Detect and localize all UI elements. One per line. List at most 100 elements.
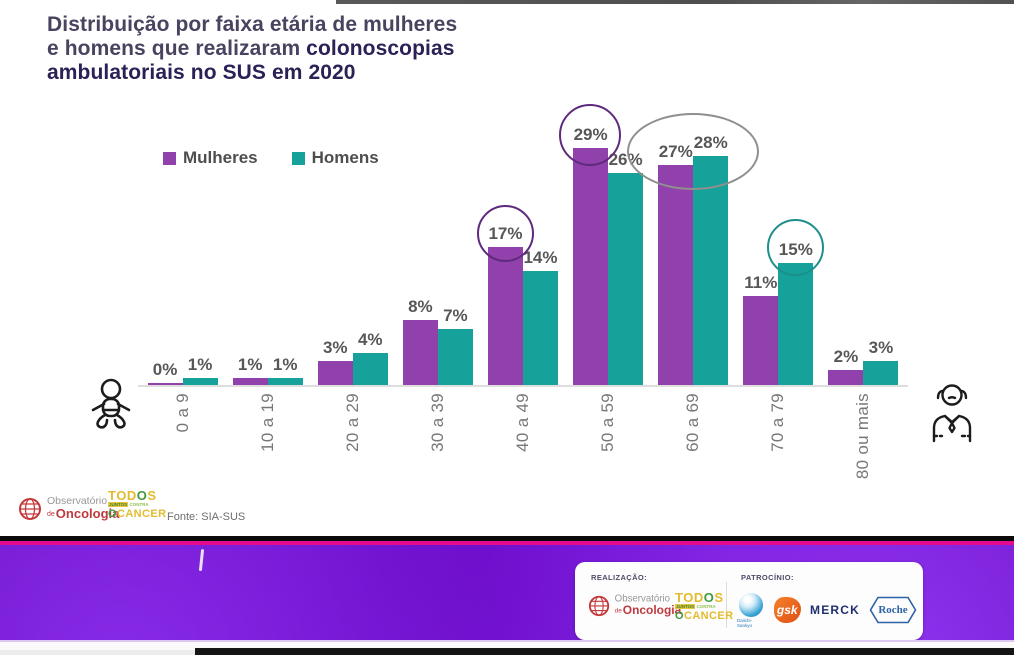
merck-logo: MERCK — [810, 603, 860, 617]
bar-mulheres-80-ou-mais — [828, 369, 864, 386]
bar-column: 1% — [182, 354, 218, 386]
x-axis-label-80-ou-mais: 80 ou mais — [853, 393, 873, 480]
bar-mulheres-20-a-29 — [317, 361, 353, 386]
bar-value-label: 2% — [833, 346, 859, 366]
sponsor-logos: Daiichi-Sankyo gsk MERCK Roche — [737, 590, 917, 630]
observatorio-globe-icon — [588, 595, 610, 616]
bottom-gray-strip — [0, 650, 195, 655]
legend-label: Homens — [311, 148, 379, 167]
bar-mulheres-60-a-69 — [658, 164, 694, 386]
frame-magenta-line — [0, 541, 1014, 545]
bar-column: 1% — [232, 355, 268, 386]
bar-value-label: 8% — [408, 297, 433, 317]
daiichi-sankyo-sphere-icon — [738, 592, 763, 617]
x-axis-label-20-a-29: 20 a 29 — [342, 393, 362, 452]
chart-title: Distribuição por faixa etária de mulhere… — [47, 13, 567, 85]
bar-value-label: 3% — [322, 338, 348, 358]
bar-column: 1% — [267, 354, 303, 386]
observatorio-globe-icon — [19, 497, 41, 520]
roche-logo: Roche — [869, 596, 917, 624]
patrocinio-label: PATROCÍNIO: — [741, 573, 794, 582]
bar-column: 29% — [573, 125, 609, 386]
card-divider — [726, 582, 727, 628]
x-axis-label-70-a-79: 70 a 79 — [768, 393, 788, 452]
bar-group-0-a-9: 0% 1% — [140, 115, 225, 386]
x-axis-cell: 30 a 39 — [395, 393, 480, 523]
title-line3-bold: ambulatoriais no SUS em 2020 — [47, 61, 356, 84]
bar-homens-70-a-79 — [778, 263, 814, 386]
bar-homens-20-a-29 — [352, 353, 388, 386]
bar-group-40-a-49: 17% 14% — [480, 115, 565, 386]
x-axis-cell: 50 a 59 — [566, 393, 651, 523]
x-axis-label-30-a-39: 30 a 39 — [427, 393, 447, 452]
legend-item-mulheres: Mulheres — [163, 148, 258, 168]
elderly-man-icon — [920, 381, 984, 447]
source-text: Fonte: SIA-SUS — [167, 511, 246, 523]
baby-icon — [82, 377, 140, 443]
bar-group-50-a-59: 29% 26% — [566, 115, 651, 386]
title-line1: Distribuição por faixa etária de mulhere… — [47, 13, 458, 36]
bar-column: 26% — [608, 150, 644, 386]
bar-chart-plot: 0% 1% 1% 1% 3% 4% 8% 7% 17% 14% 29% 26% 27% 28% 11% 15%… — [140, 115, 906, 386]
legend-item-homens: Homens — [291, 148, 379, 168]
chart-legend: Mulheres Homens — [163, 148, 379, 168]
x-axis-cell: 20 a 29 — [310, 393, 395, 523]
bar-group-60-a-69: 27% 28% — [651, 115, 736, 386]
bar-group-20-a-29: 3% 4% — [310, 115, 395, 386]
x-axis-label-60-a-69: 60 a 69 — [683, 393, 703, 452]
bar-column: 2% — [828, 346, 864, 386]
annotation-circle-15pct — [767, 219, 824, 276]
x-axis-label-50-a-59: 50 a 59 — [598, 393, 618, 452]
bar-value-label: 1% — [187, 354, 213, 374]
observatorio-wordmark: Observatório deOncologia — [614, 593, 682, 617]
x-axis-label-10-a-19: 10 a 19 — [257, 393, 277, 452]
bar-mulheres-0-a-9 — [147, 383, 183, 386]
annotation-circle-29pct — [559, 104, 621, 166]
x-axis-labels: 0 a 9 10 a 19 20 a 29 30 a 39 40 a 49 50 a 59… — [140, 393, 906, 523]
mulheres-swatch-icon — [163, 151, 176, 165]
bar-value-label: 7% — [443, 305, 468, 325]
realizacao-label: REALIZAÇÃO: — [591, 573, 648, 582]
bar-column: 8% — [402, 297, 438, 386]
roche-hexagon-icon — [869, 596, 917, 624]
todos-juntos-contra-o-cancer-logo: TODOS JUNTOS CONTRA OCANCER — [108, 488, 167, 520]
bar-mulheres-70-a-79 — [743, 295, 779, 386]
bar-column: 0% — [147, 360, 183, 386]
bar-homens-40-a-49 — [522, 271, 558, 386]
x-axis-label-0-a-9: 0 a 9 — [172, 393, 192, 433]
x-axis-cell: 40 a 49 — [480, 393, 565, 523]
bar-column: 3% — [863, 338, 899, 386]
bar-column: 28% — [693, 133, 729, 386]
x-axis-cell: 60 a 69 — [651, 393, 736, 523]
screen-capture-artifact-bar — [336, 0, 1014, 4]
bar-homens-10-a-19 — [267, 377, 303, 386]
bar-value-label: 0% — [152, 360, 178, 379]
bar-value-label: 3% — [868, 338, 894, 358]
bar-group-30-a-39: 8% 7% — [395, 115, 480, 386]
bar-column: 4% — [352, 330, 388, 386]
bar-column: 14% — [522, 248, 558, 386]
bar-mulheres-50-a-59 — [573, 148, 609, 386]
daiichi-sankyo-logo: Daiichi-Sankyo — [737, 592, 765, 628]
bar-column: 3% — [317, 338, 353, 386]
x-axis-baseline — [138, 385, 908, 387]
observatorio-wordmark: Observatório deOncologia — [47, 495, 120, 521]
bar-mulheres-10-a-19 — [232, 377, 268, 386]
bar-homens-30-a-39 — [437, 328, 473, 386]
bar-value-label: 1% — [272, 354, 298, 374]
x-axis-label-40-a-49: 40 a 49 — [512, 393, 532, 452]
homens-swatch-icon — [291, 151, 305, 165]
gsk-logo: gsk — [773, 597, 801, 623]
x-axis-cell: 70 a 79 — [736, 393, 821, 523]
annotation-circle-17pct — [477, 205, 534, 262]
bar-value-label: 11% — [744, 272, 778, 292]
title-line2-regular: e homens que realizaram — [47, 37, 307, 60]
todos-juntos-contra-o-cancer-logo: TODOS JUNTOS CONTRA OCANCER — [675, 590, 734, 622]
title-line2-bold: colonoscopias — [306, 37, 455, 60]
bar-mulheres-40-a-49 — [487, 246, 523, 386]
annotation-ellipse-27-28pct — [627, 113, 759, 190]
bar-homens-60-a-69 — [693, 156, 729, 386]
bottom-taskbar-strip — [195, 648, 1014, 655]
x-axis-cell: 10 a 19 — [225, 393, 310, 523]
